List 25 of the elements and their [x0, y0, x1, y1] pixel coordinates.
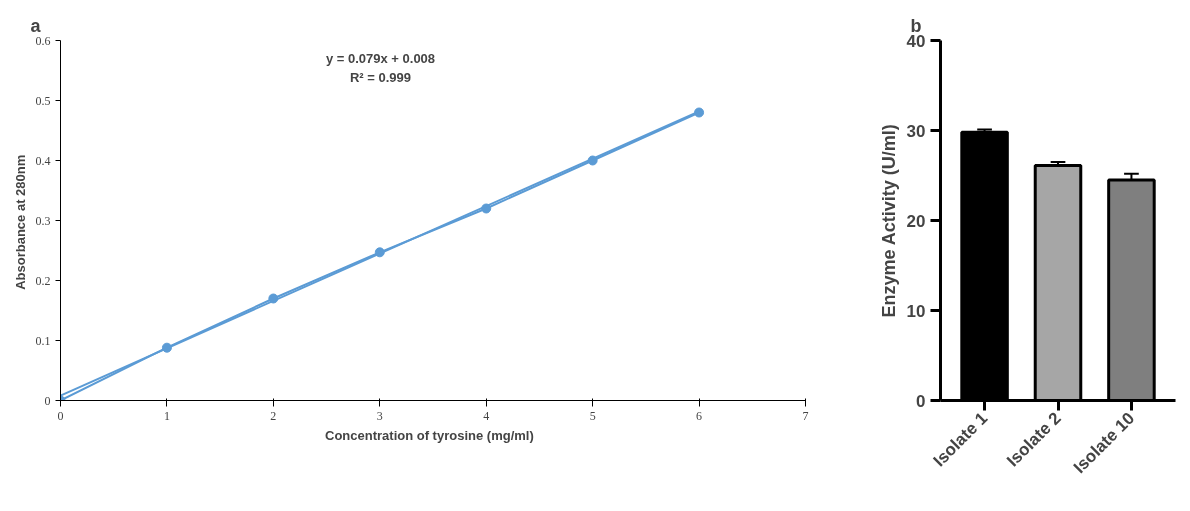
- y-tick-label: 0.1: [35, 333, 51, 348]
- x-tick-label: 5: [589, 408, 596, 423]
- y-tick-label: 0.5: [35, 93, 51, 108]
- x-tick-label: 1: [163, 408, 170, 423]
- y-tick-label: 30: [906, 121, 926, 141]
- y-tick-label: 0.3: [35, 213, 51, 228]
- annotation: R² = 0.999: [349, 69, 412, 85]
- y-tick-label: 20: [906, 211, 926, 231]
- point: [694, 107, 705, 118]
- y-axis-title: Enzyme Activity (U/ml): [878, 124, 899, 318]
- y-tick-label: 0.4: [35, 153, 51, 168]
- y-tick-label: 0.2: [35, 273, 51, 288]
- x-tick-label: 2: [270, 408, 277, 423]
- chart-title: a: [30, 15, 42, 36]
- x-tick-label: 7: [802, 408, 809, 423]
- y-tick-label: 0.6: [35, 33, 51, 48]
- x-axis-title: Concentration of tyrosine (mg/ml): [325, 427, 534, 443]
- x-tick-label: 4: [483, 408, 490, 423]
- y-tick-label: 10: [906, 301, 926, 321]
- x-tick-label: 3: [376, 408, 383, 423]
- y-tick-label: 0: [44, 393, 51, 408]
- x-tick-label: 0: [57, 408, 64, 423]
- annotation: y = 0.079x + 0.008: [325, 50, 436, 66]
- y-axis-title: Absorbance at 280nm: [12, 154, 28, 290]
- x-tick-label: 6: [696, 408, 703, 423]
